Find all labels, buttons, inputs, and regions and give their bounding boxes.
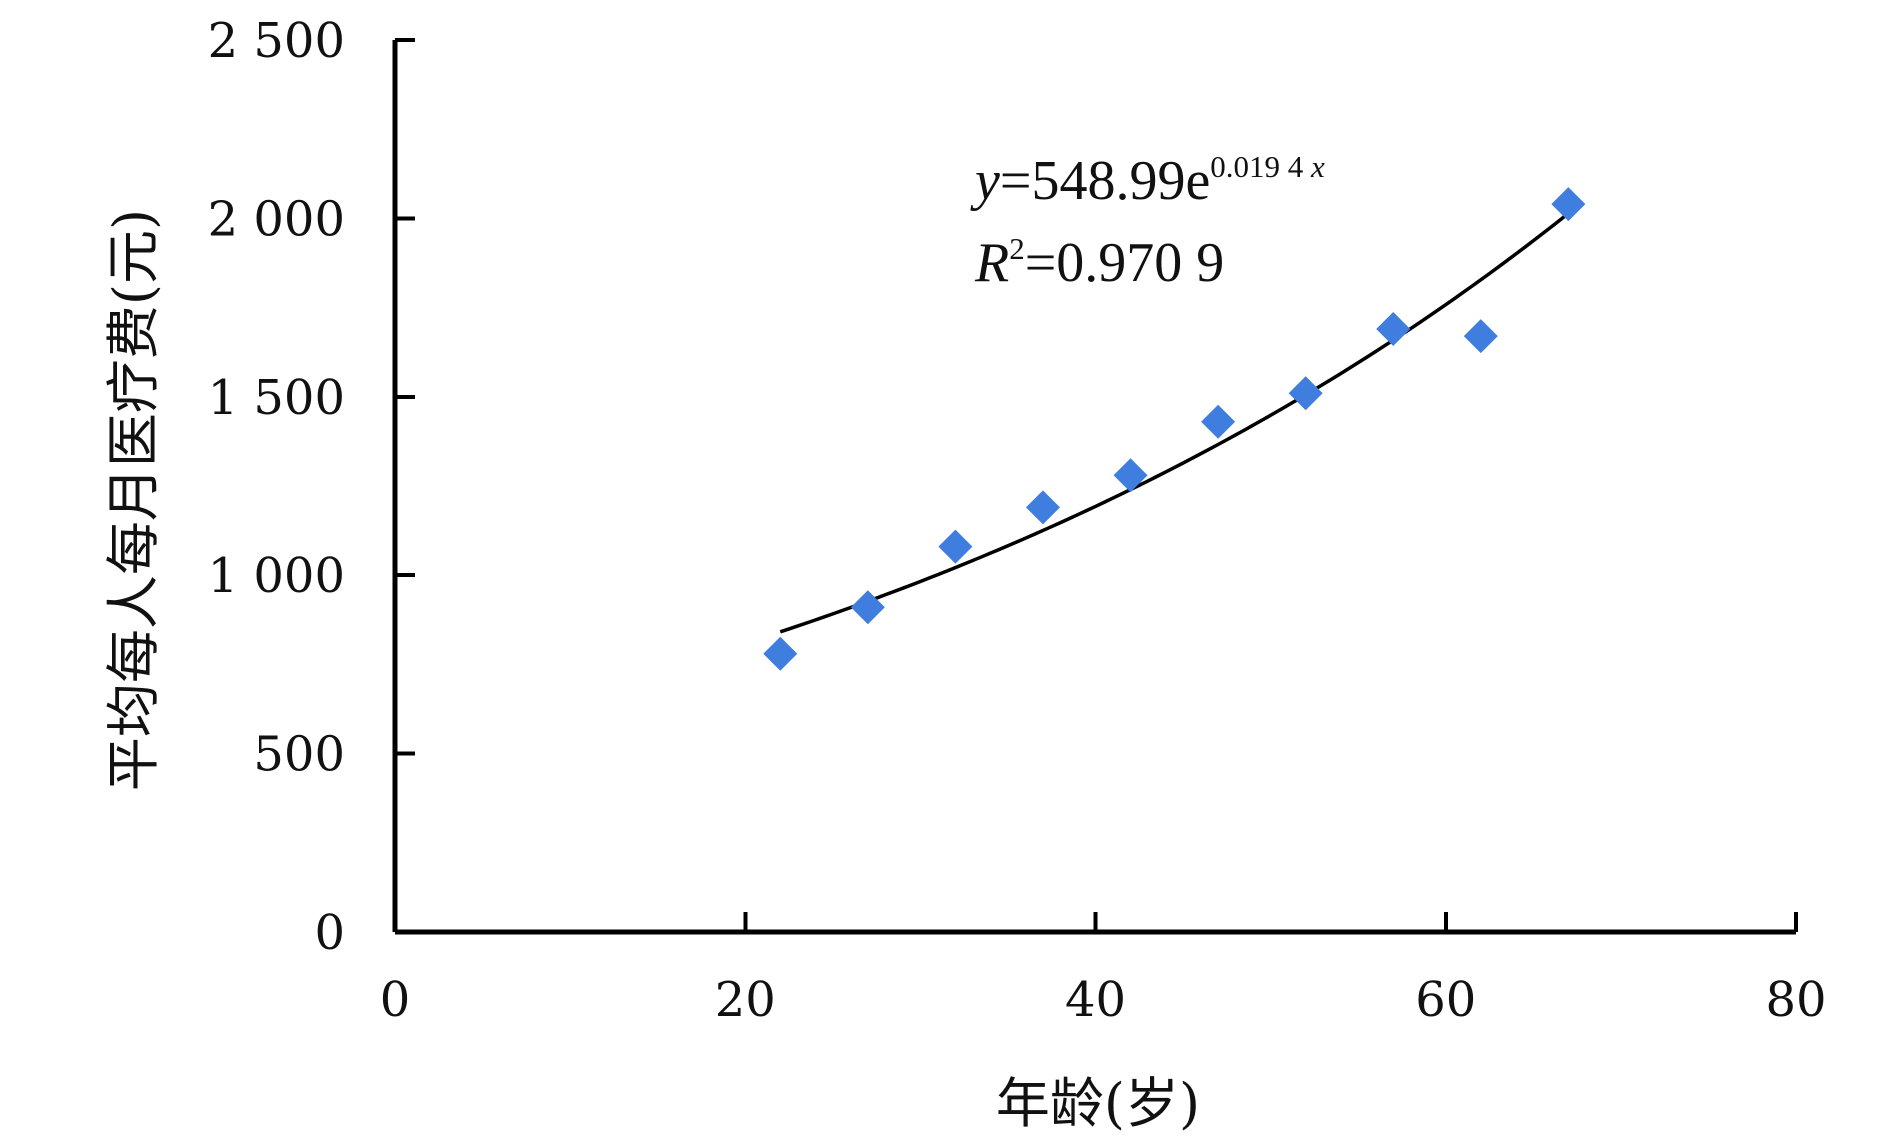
equation-coefficient: =548.99e [1000,150,1210,212]
data-point [1376,312,1411,347]
y-tick-label: 2 000 [208,191,345,247]
y-tick-label: 1 000 [208,548,345,604]
x-tick-label: 0 [380,972,411,1028]
x-axis-title: 年龄(岁) [996,1072,1200,1135]
x-tick-label: 20 [715,972,776,1028]
x-axis-ticks: 0 20 40 60 80 [380,912,1827,1028]
y-axis-ticks: 0 500 1 000 1 500 2 000 2 500 [208,13,415,961]
data-point [938,529,973,564]
data-point [1288,376,1323,411]
y-tick-label: 0 [314,905,345,961]
exponential-trendline [779,212,1570,634]
equation-exponent-variable: x [1310,149,1325,184]
x-tick-label: 80 [1765,972,1826,1028]
data-point [763,636,798,671]
r-squared-value: =0.970 9 [1025,232,1225,294]
data-point [1201,404,1236,439]
data-point [1463,319,1498,354]
data-point [1551,187,1586,222]
equation-exponent: 0.019 4 [1210,149,1311,184]
data-points [763,187,1586,671]
r-squared-label: R2=0.970 9 [974,231,1224,294]
x-tick-label: 60 [1415,972,1476,1028]
equation-y-symbol: y [970,150,1000,212]
data-point [850,590,885,625]
y-tick-label: 1 500 [208,370,345,426]
r-symbol: R [974,232,1009,294]
data-point [1113,458,1148,493]
r-superscript: 2 [1009,231,1025,266]
y-tick-label: 500 [253,727,345,783]
y-axis-title: 平均每人每月医疗费(元) [102,209,165,791]
trendline-equation: y=548.99e0.019 4 x [970,149,1325,212]
data-point [1025,490,1060,525]
x-tick-label: 40 [1065,972,1126,1028]
y-tick-label: 2 500 [208,13,345,69]
